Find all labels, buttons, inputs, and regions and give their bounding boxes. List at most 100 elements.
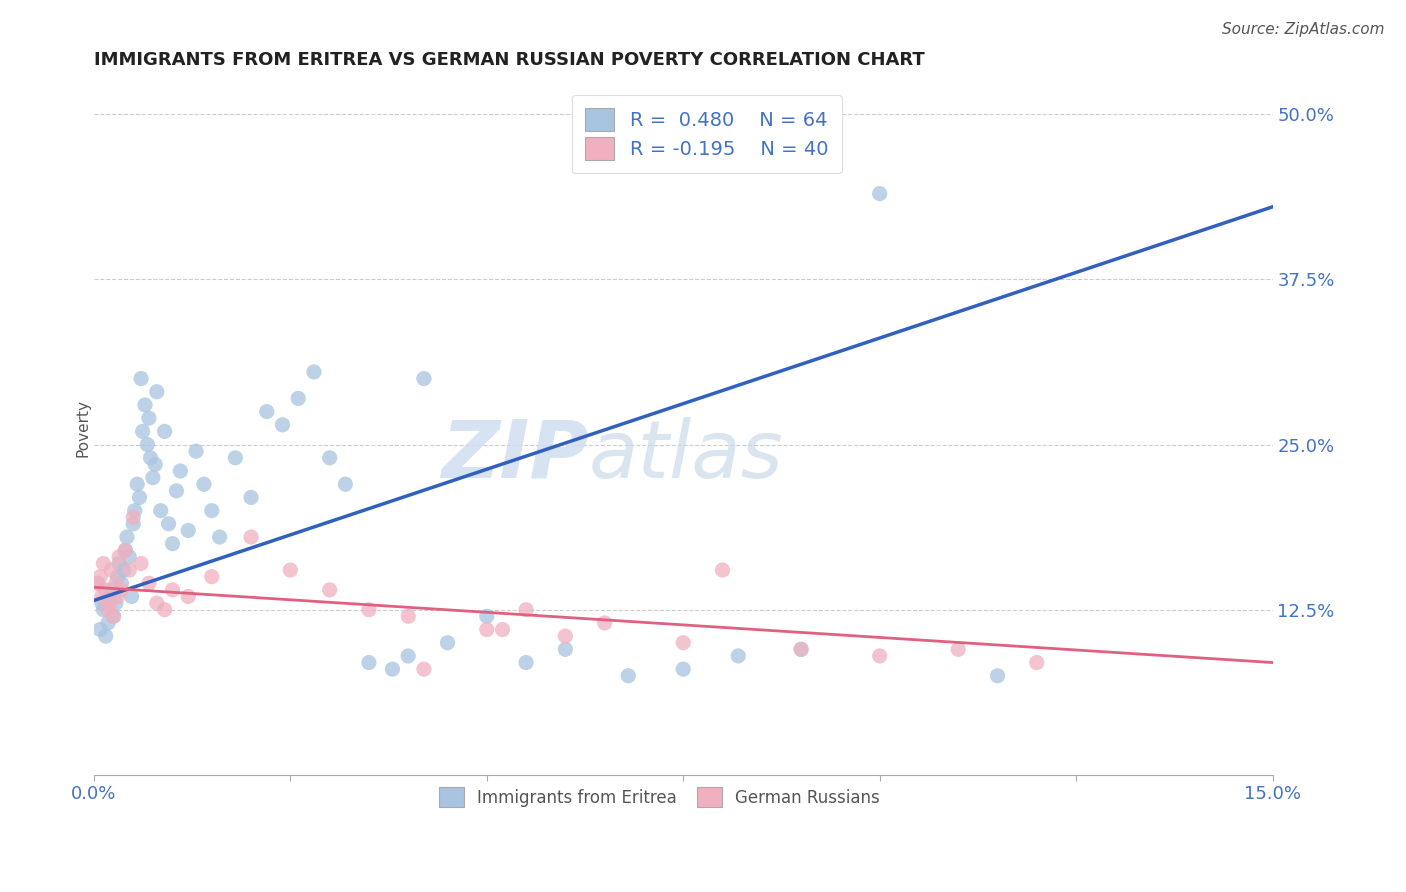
Point [112, 563, 135, 577]
Text: IMMIGRANTS FROM ERITREA VS GERMAN RUSSIAN POVERTY CORRELATION CHART: IMMIGRANTS FROM ERITREA VS GERMAN RUSSIA… [94, 51, 925, 69]
Point [98, 596, 121, 610]
Point [515, 603, 537, 617]
Text: Source: ZipAtlas.com: Source: ZipAtlas.com [1222, 22, 1385, 37]
Point [124, 503, 146, 517]
Point [87, 576, 110, 591]
Point [554, 629, 576, 643]
Point [110, 582, 132, 597]
Point [90, 596, 112, 610]
Point [93, 557, 115, 571]
Point [554, 642, 576, 657]
Point [107, 590, 129, 604]
Point [153, 603, 176, 617]
Point [104, 576, 127, 591]
Point [335, 477, 357, 491]
Point [104, 596, 127, 610]
Point [617, 669, 640, 683]
Point [986, 669, 1008, 683]
Point [240, 491, 263, 505]
Point [869, 186, 891, 201]
Point [129, 371, 152, 385]
Point [201, 503, 224, 517]
Point [208, 530, 231, 544]
Point [143, 458, 166, 472]
Point [100, 563, 122, 577]
Point [672, 662, 695, 676]
Point [184, 444, 207, 458]
Point [318, 450, 340, 465]
Point [491, 623, 513, 637]
Point [146, 384, 169, 399]
Point [93, 603, 115, 617]
Point [790, 642, 813, 657]
Point [122, 516, 145, 531]
Point [97, 603, 120, 617]
Point [711, 563, 734, 577]
Point [94, 629, 117, 643]
Point [149, 503, 172, 517]
Point [593, 615, 616, 630]
Point [115, 530, 138, 544]
Point [107, 570, 129, 584]
Point [128, 491, 150, 505]
Point [118, 549, 141, 564]
Point [287, 392, 309, 406]
Point [118, 563, 141, 577]
Point [271, 417, 294, 432]
Point [114, 543, 136, 558]
Point [157, 516, 180, 531]
Point [139, 450, 162, 465]
Point [110, 576, 132, 591]
Point [475, 609, 498, 624]
Point [114, 543, 136, 558]
Point [790, 642, 813, 657]
Point [948, 642, 970, 657]
Point [672, 636, 695, 650]
Point [103, 609, 125, 624]
Point [302, 365, 325, 379]
Point [94, 582, 117, 597]
Point [727, 648, 749, 663]
Point [146, 596, 169, 610]
Point [280, 563, 302, 577]
Point [869, 648, 891, 663]
Point [162, 536, 184, 550]
Point [89, 570, 111, 584]
Point [136, 437, 159, 451]
Point [108, 557, 131, 571]
Point [138, 411, 160, 425]
Point [240, 530, 263, 544]
Legend: Immigrants from Eritrea, German Russians: Immigrants from Eritrea, German Russians [430, 779, 889, 815]
Point [103, 609, 125, 624]
Point [413, 371, 436, 385]
Point [165, 483, 187, 498]
Point [89, 623, 111, 637]
Point [201, 570, 224, 584]
Point [153, 425, 176, 439]
Point [357, 603, 380, 617]
Point [177, 590, 200, 604]
Point [396, 648, 419, 663]
Point [98, 590, 121, 604]
Point [515, 656, 537, 670]
Point [224, 450, 246, 465]
Text: atlas: atlas [589, 417, 783, 495]
Point [121, 590, 143, 604]
Point [396, 609, 419, 624]
Point [129, 557, 152, 571]
Point [138, 576, 160, 591]
Point [127, 477, 149, 491]
Point [357, 656, 380, 670]
Point [87, 576, 110, 591]
Point [134, 398, 156, 412]
Point [97, 615, 120, 630]
Point [162, 582, 184, 597]
Point [108, 549, 131, 564]
Point [122, 510, 145, 524]
Point [177, 524, 200, 538]
Point [318, 582, 340, 597]
Point [90, 590, 112, 604]
Y-axis label: Poverty: Poverty [76, 399, 90, 457]
Point [193, 477, 215, 491]
Point [475, 623, 498, 637]
